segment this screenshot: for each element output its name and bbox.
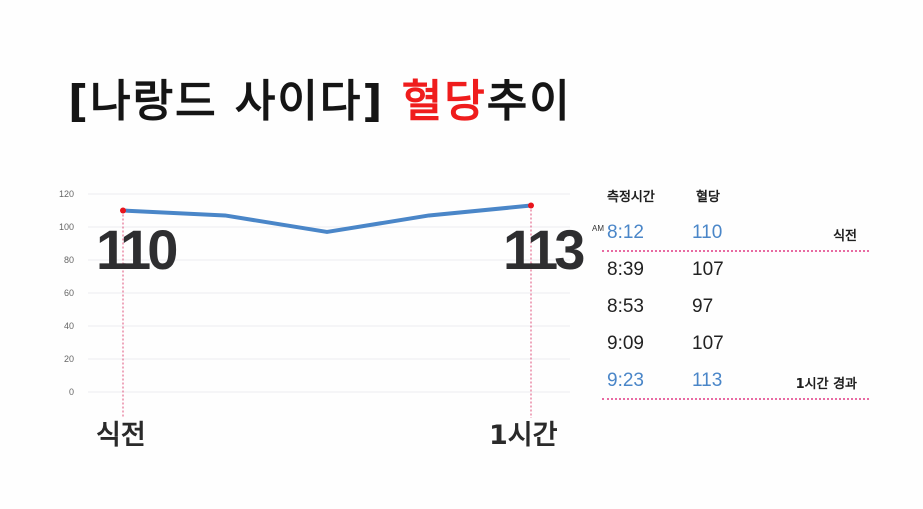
glucose-series-line [121,203,533,234]
data-point-marker [528,202,534,209]
header-glucose: 혈당 [696,190,720,205]
row-note: 식전 [833,229,857,244]
am-label: AM [592,224,604,233]
row-value: 113 [692,370,723,391]
y-tick-label: 120 [59,189,74,199]
title-suffix: 추이 [486,76,572,127]
row-time: 9:23 [607,370,644,391]
row-time: 8:12 [607,222,644,243]
row-value: 110 [692,222,723,243]
start-value-label: 110 [96,218,178,281]
table-row: AM 8:12 110 식전 [592,221,869,258]
x-label-one-hour: 1시간 [489,420,558,451]
table-row: 8:53 97 [592,295,857,332]
chart-markers [120,202,534,214]
chart-gridlines [88,193,570,393]
row-time: 8:39 [607,259,644,280]
table-row: 9:09 107 [592,332,857,369]
title-highlight: 혈당 [401,76,487,127]
y-tick-label: 60 [64,288,74,298]
row-divider [602,250,869,252]
row-divider [602,398,869,400]
annotation-guide-lines [122,205,532,418]
y-axis-ticks: 0 20 40 60 80 100 120 [59,189,74,397]
y-tick-label: 80 [64,255,74,265]
row-time: 8:53 [607,296,644,317]
y-tick-label: 0 [69,387,74,397]
table-row: 9:23 113 1시간 경과 [592,369,869,406]
y-tick-label: 20 [64,354,74,364]
end-value-label: 113 [503,218,585,281]
row-note: 1시간 경과 [795,377,857,392]
x-label-before-meal: 식전 [96,420,146,451]
row-time: 9:09 [607,333,644,354]
data-point-marker [120,207,126,214]
table-row: 8:39 107 [592,258,857,295]
page-title: [나랑드 사이다] 혈당추이 [68,74,572,130]
row-value: 107 [692,333,724,354]
title-product: [나랑드 사이다] [68,76,402,127]
y-tick-label: 40 [64,321,74,331]
row-value: 107 [692,259,724,280]
header-measure-time: 측정시간 [607,190,655,205]
y-tick-label: 100 [59,222,74,232]
row-value: 97 [692,296,714,317]
